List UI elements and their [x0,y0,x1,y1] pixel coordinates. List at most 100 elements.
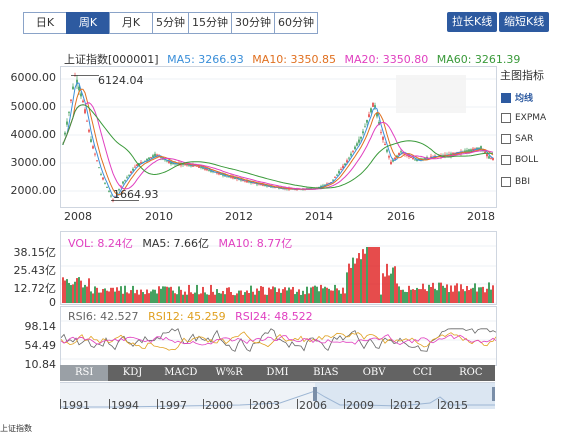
timeline-tick [344,399,345,409]
vol-ma10-value: MA10: 8.77亿 [218,237,293,250]
kline-chart-panel[interactable] [60,66,497,208]
vol-y-tick-2: 12.72亿 [13,282,57,295]
timeline-svg [60,383,495,409]
y-tick-6000: 6000.00 [10,71,57,84]
timeline-tick [438,399,439,409]
tab-obv[interactable]: OBV [362,367,386,378]
tab-5min[interactable]: 5分钟 [152,12,188,34]
volume-panel[interactable] [60,231,497,305]
rsi-y-tick-2: 10.84 [24,358,57,371]
timeline-year-1991: 1991 [62,399,90,412]
timeline-year-1994: 1994 [111,399,139,412]
indicator-expma[interactable]: EXPMA [501,113,546,123]
bottom-note: 上证指数 [0,424,32,433]
indicator-ma-label: 均线 [515,94,534,104]
x-tick-2008: 2008 [64,210,92,223]
index-name: 上证指数[000001] [64,53,159,66]
tab-wr[interactable]: W%R [215,367,243,378]
x-tick-2012: 2012 [225,210,253,223]
tab-60min[interactable]: 60分钟 [274,12,318,34]
ma-info-line: 上证指数[000001] MA5: 3266.93 MA10: 3350.85 … [64,51,525,67]
timeline-handle-right [492,387,495,401]
timeline-year-2006: 2006 [299,399,327,412]
timeline-year-2000: 2000 [205,399,233,412]
tab-cci[interactable]: CCI [412,367,433,378]
indicator-bbi[interactable]: BBI [501,177,530,187]
indicator-sar[interactable]: SAR [501,134,533,144]
timeline-tick [157,399,158,409]
ma20-value: MA20: 3350.80 [344,53,429,66]
timeline-tick [109,399,110,409]
indicator-tabs: RSI KDJ MACD W%R DMI BIAS OBV CCI ROC [60,365,495,381]
tab-month-k[interactable]: 月K [109,12,152,34]
ma5-value: MA5: 3266.93 [167,53,244,66]
timeline-handle-left [313,387,317,401]
tab-kdj[interactable]: KDJ [122,367,143,378]
timeline-tick [250,399,251,409]
indicator-expma-label: EXPMA [515,113,547,123]
vol-y-tick-0: 38.15亿 [13,246,57,259]
x-tick-2016: 2016 [387,210,415,223]
rsi-chart-svg [61,320,496,360]
rsi24-value: RSI24: 48.522 [235,310,313,323]
checkbox-icon [501,134,511,144]
timeline-line [60,390,495,408]
vol-y-tick-1: 25.43亿 [13,264,57,277]
volume-chart-svg [61,245,496,304]
rsi-y-tick-0: 98.14 [24,320,57,333]
x-tick-2014: 2014 [305,210,333,223]
max-price-label: 6124.04 [98,74,144,87]
main-indicator-title: 主图指标 [500,69,544,82]
indicator-bbi-label: BBI [515,177,531,187]
rsi12-value: RSI12: 45.259 [148,310,226,323]
timeline-tick [203,399,204,409]
rsi-y-tick-1: 54.49 [24,339,57,352]
timeline-year-2012: 2012 [393,399,421,412]
indicator-boll[interactable]: BOLL [501,155,538,165]
kline-chart-svg [61,72,496,203]
indicator-boll-label: BOLL [515,155,539,165]
rsi6-value: RSI6: 42.527 [68,310,139,323]
ma10-value: MA10: 3350.85 [252,53,336,66]
checkbox-icon [501,177,511,187]
tab-day-k[interactable]: 日K [23,12,66,34]
timeline-year-2015: 2015 [440,399,468,412]
x-tick-2010: 2010 [145,210,173,223]
checkbox-icon [501,92,511,103]
y-tick-3000: 3000.00 [10,156,57,169]
min-price-label: 1664.93 [113,188,159,201]
tab-macd[interactable]: MACD [164,367,198,378]
tab-dmi[interactable]: DMI [266,367,289,378]
tab-15min[interactable]: 15分钟 [188,12,231,34]
indicator-ma[interactable]: 均线 [501,91,533,104]
vol-ma5-value: MA5: 7.66亿 [142,237,210,250]
x-tick-2018: 2018 [467,210,495,223]
y-tick-4000: 4000.00 [10,128,57,141]
tab-week-k[interactable]: 周K [66,12,109,34]
rsi-info-line: RSI6: 42.527 RSI12: 45.259 RSI24: 48.522 [68,310,313,323]
rsi-panel[interactable] [60,306,497,366]
vol-y-tick-3: 0 [49,296,56,309]
timeline-year-1997: 1997 [159,399,187,412]
timeline-year-2003: 2003 [252,399,280,412]
timeline-navigator[interactable] [60,382,495,409]
indicator-sar-label: SAR [515,134,534,144]
tab-bias[interactable]: BIAS [313,367,339,378]
y-tick-5000: 5000.00 [10,100,57,113]
vol-value: VOL: 8.24亿 [68,237,133,250]
checkbox-icon [501,113,511,123]
timeline-tick [60,399,61,409]
y-tick-2000: 2000.00 [10,184,57,197]
tab-roc[interactable]: ROC [459,367,483,378]
stretch-kline-button[interactable]: 拉长K线 [447,12,498,32]
period-tabs: 日K 周K 月K 5分钟 15分钟 30分钟 60分钟 [23,12,318,34]
ma60-value: MA60: 3261.39 [436,53,521,66]
checkbox-icon [501,155,511,165]
timeline-year-2009: 2009 [346,399,374,412]
timeline-tick [391,399,392,409]
tab-30min[interactable]: 30分钟 [231,12,274,34]
shrink-kline-button[interactable]: 缩短K线 [499,12,550,32]
timeline-tick [297,399,298,409]
tab-rsi[interactable]: RSI [60,365,109,381]
volume-info-line: VOL: 8.24亿 MA5: 7.66亿 MA10: 8.77亿 [68,235,292,251]
